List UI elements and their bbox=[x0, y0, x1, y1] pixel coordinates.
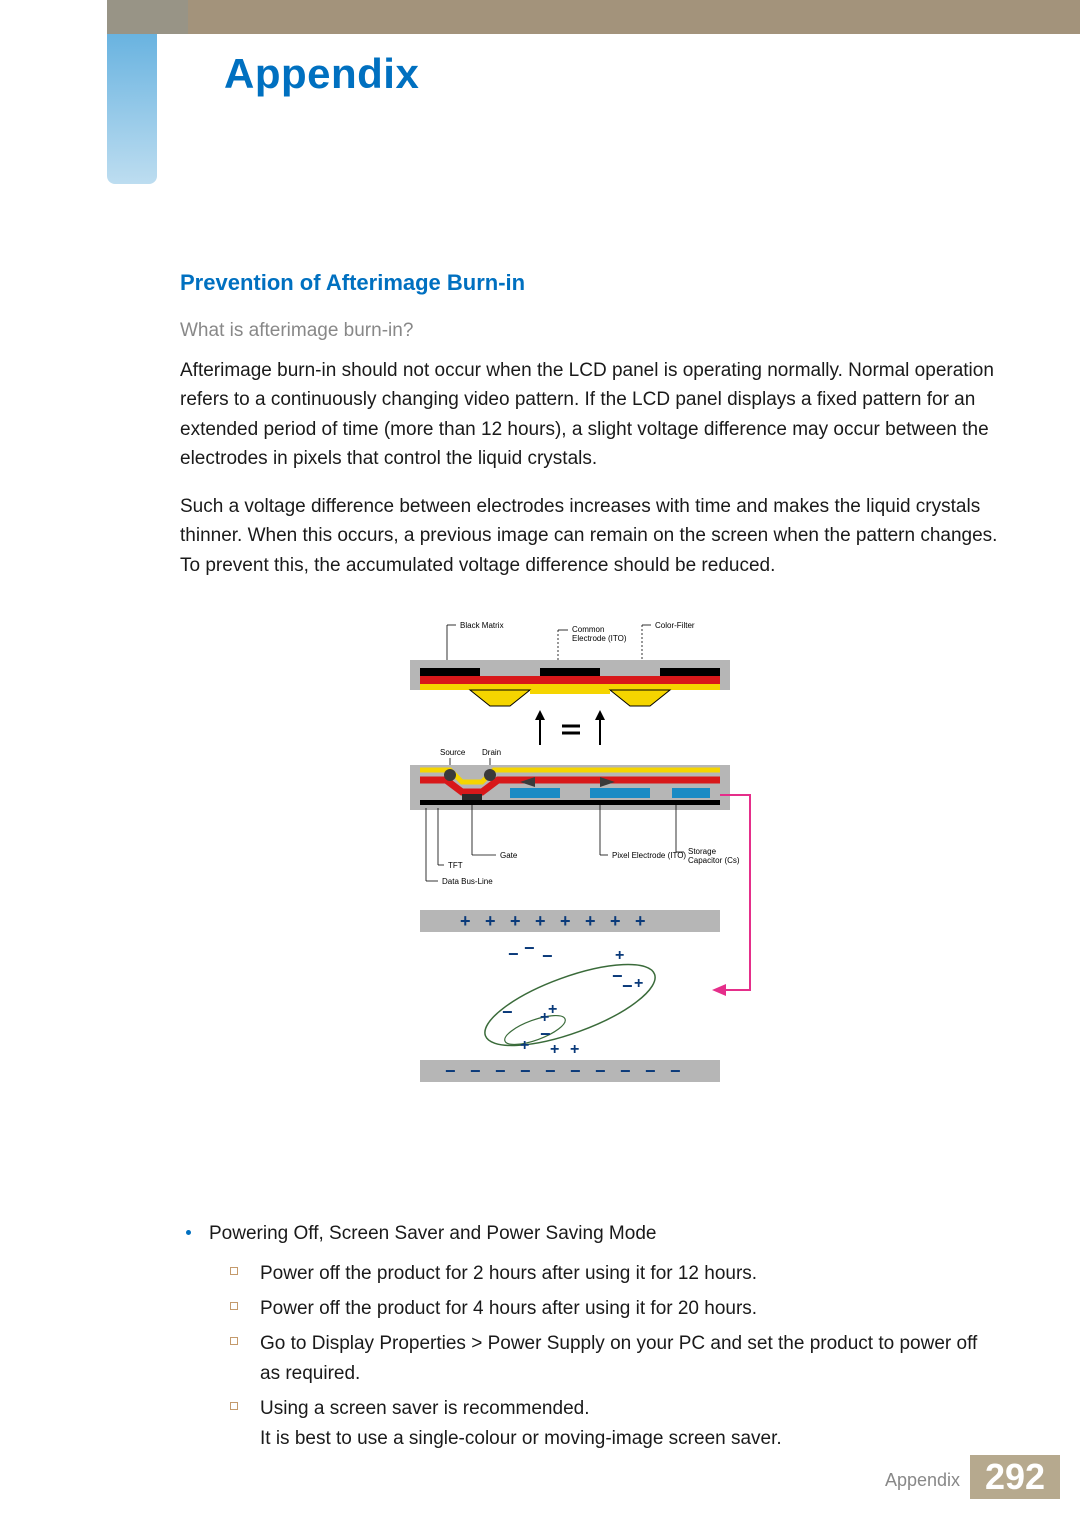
label-drain: Drain bbox=[482, 748, 501, 757]
label-color-filter: Color-Filter bbox=[655, 621, 695, 630]
label-pixel-electrode: Pixel Electrode (ITO) bbox=[612, 851, 686, 860]
bullet-sub-3-text: Go to Display Properties > Power Supply … bbox=[260, 1329, 1000, 1388]
bullet-main-1-text: Powering Off, Screen Saver and Power Sav… bbox=[209, 1220, 656, 1249]
svg-text:−: − bbox=[445, 1061, 456, 1081]
label-tft: TFT bbox=[448, 861, 463, 870]
svg-text:−: − bbox=[470, 1061, 481, 1081]
bullet-box-icon bbox=[230, 1402, 238, 1410]
svg-text:+: + bbox=[535, 911, 546, 931]
paragraph-2: Such a voltage difference between electr… bbox=[180, 492, 1000, 580]
bullet-sub-2-text: Power off the product for 4 hours after … bbox=[260, 1294, 1000, 1323]
svg-text:+: + bbox=[560, 911, 571, 931]
svg-text:+: + bbox=[548, 1001, 557, 1018]
footer-page-number: 292 bbox=[985, 1456, 1045, 1498]
footer: Appendix 292 bbox=[0, 1455, 1080, 1499]
svg-text:−: − bbox=[595, 1061, 606, 1081]
page: Appendix Prevention of Afterimage Burn-i… bbox=[0, 0, 1080, 1527]
svg-text:+: + bbox=[520, 1037, 529, 1054]
bullet-sub-1-text: Power off the product for 2 hours after … bbox=[260, 1259, 1000, 1288]
bullet-box-icon bbox=[230, 1302, 238, 1310]
svg-text:+: + bbox=[485, 911, 496, 931]
svg-text:+: + bbox=[585, 911, 596, 931]
lcd-cross-section-diagram: Black Matrix Common Electrode (ITO) Colo… bbox=[390, 610, 790, 1170]
svg-text:−: − bbox=[612, 966, 623, 986]
side-gradient bbox=[107, 34, 157, 184]
bullet-sub-3: Go to Display Properties > Power Supply … bbox=[230, 1329, 1000, 1388]
svg-text:−: − bbox=[545, 1061, 556, 1081]
svg-text:+: + bbox=[570, 1041, 579, 1058]
svg-text:−: − bbox=[622, 976, 633, 996]
bullet-main-1: Powering Off, Screen Saver and Power Sav… bbox=[180, 1220, 1000, 1249]
svg-text:−: − bbox=[670, 1061, 681, 1081]
footer-section-label: Appendix bbox=[885, 1470, 960, 1491]
diagram-svg: Black Matrix Common Electrode (ITO) Colo… bbox=[390, 610, 790, 1170]
svg-text:−: − bbox=[540, 1024, 551, 1044]
sub-title: What is afterimage burn-in? bbox=[180, 320, 1000, 342]
bullet-sub-2: Power off the product for 4 hours after … bbox=[230, 1294, 1000, 1323]
label-common-electrode-l1: Common bbox=[572, 625, 604, 634]
footer-page-badge: 292 bbox=[970, 1455, 1060, 1499]
svg-text:+: + bbox=[460, 911, 471, 931]
bullet-box-icon bbox=[230, 1267, 238, 1275]
header-tab bbox=[107, 0, 188, 34]
svg-text:+: + bbox=[510, 911, 521, 931]
bullet-dot-icon bbox=[186, 1230, 191, 1235]
bullet-sub-4: Using a screen saver is recommended. It … bbox=[230, 1394, 1000, 1453]
section-title: Prevention of Afterimage Burn-in bbox=[180, 270, 1000, 296]
svg-text:−: − bbox=[495, 1061, 506, 1081]
svg-text:+: + bbox=[634, 975, 643, 992]
label-black-matrix: Black Matrix bbox=[460, 621, 504, 630]
label-storage-cap-l1: Storage bbox=[688, 847, 717, 856]
svg-text:−: − bbox=[520, 1061, 531, 1081]
svg-text:−: − bbox=[620, 1061, 631, 1081]
svg-text:−: − bbox=[502, 1002, 513, 1022]
bullet-box-icon bbox=[230, 1337, 238, 1345]
header-bar bbox=[188, 0, 1080, 34]
content-area: Prevention of Afterimage Burn-in What is… bbox=[180, 270, 1000, 1459]
svg-text:+: + bbox=[635, 911, 646, 931]
label-common-electrode-l2: Electrode (ITO) bbox=[572, 634, 627, 643]
label-source: Source bbox=[440, 748, 466, 757]
bullet-sub-4-text: Using a screen saver is recommended. It … bbox=[260, 1394, 1000, 1453]
svg-text:−: − bbox=[524, 938, 535, 958]
label-gate: Gate bbox=[500, 851, 518, 860]
svg-text:+: + bbox=[615, 947, 624, 964]
svg-text:−: − bbox=[508, 944, 519, 964]
svg-text:−: − bbox=[570, 1061, 581, 1081]
bullet-sub-1: Power off the product for 2 hours after … bbox=[230, 1259, 1000, 1288]
chapter-title: Appendix bbox=[224, 50, 419, 98]
paragraph-1: Afterimage burn-in should not occur when… bbox=[180, 356, 1000, 474]
svg-text:+: + bbox=[610, 911, 621, 931]
svg-text:−: − bbox=[542, 946, 553, 966]
svg-text:−: − bbox=[645, 1061, 656, 1081]
svg-text:+: + bbox=[550, 1041, 559, 1058]
label-data-bus-line: Data Bus-Line bbox=[442, 877, 493, 886]
label-storage-cap-l2: Capacitor (Cs) bbox=[688, 856, 740, 865]
